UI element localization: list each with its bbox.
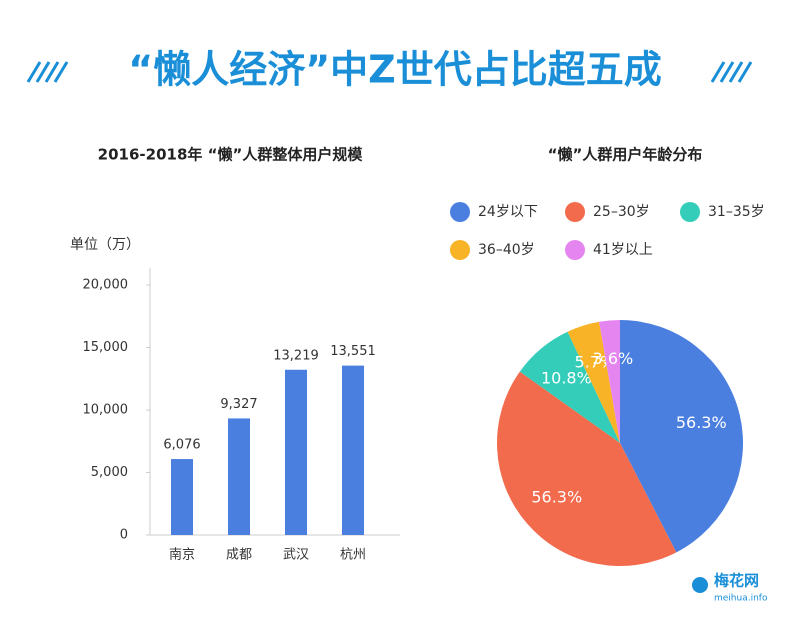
legend-label: 25–30岁 <box>593 204 650 220</box>
value-label: 56.3% <box>676 413 727 432</box>
title-decoration-left <box>26 61 69 83</box>
value-label: 6,076 <box>163 438 200 453</box>
bar <box>285 369 307 535</box>
chart-title: 2016-2018年 “懒”人群整体用户规模 <box>98 146 364 164</box>
legend-swatch <box>680 202 700 222</box>
bar <box>342 365 364 535</box>
pie-slice <box>567 321 620 443</box>
pie-slice <box>519 331 620 443</box>
y-tick-label: 15,000 <box>83 340 129 355</box>
legend-swatch <box>450 240 470 260</box>
x-tick-label: 武汉 <box>283 548 309 563</box>
y-tick-label: 0 <box>120 528 128 543</box>
title-decoration-right <box>710 61 753 83</box>
bar <box>228 418 250 535</box>
legend-label: 41岁以上 <box>593 242 653 258</box>
legend-label: 36–40岁 <box>478 242 535 258</box>
value-label: 13,219 <box>273 348 319 363</box>
x-tick-label: 成都 <box>226 548 252 563</box>
x-tick-label: 杭州 <box>340 548 366 563</box>
value-label: 56.3% <box>531 487 582 506</box>
logo-name: 梅花网 <box>714 572 759 590</box>
legend-label: 31–35岁 <box>708 204 765 220</box>
y-tick-label: 10,000 <box>83 403 129 418</box>
value-label: 3.6% <box>593 349 634 368</box>
value-label: 10.8% <box>541 368 592 387</box>
logo-url: meihua.info <box>714 594 768 604</box>
bar <box>171 459 193 535</box>
value-label: 9,327 <box>220 397 257 412</box>
chart-title: “懒”人群用户年龄分布 <box>548 146 703 164</box>
legend-swatch <box>565 240 585 260</box>
legend-label: 24岁以下 <box>478 204 538 220</box>
legend-swatch <box>450 202 470 222</box>
y-tick-label: 20,000 <box>83 278 129 293</box>
logo: 梅花网 meihua.info <box>692 572 768 604</box>
pie-slice <box>599 320 620 443</box>
pie-slice <box>496 371 677 567</box>
y-tick-label: 5,000 <box>91 465 128 480</box>
legend-swatch <box>565 202 585 222</box>
page-title: “懒人经济”中Z世代占比超五成 <box>128 48 662 92</box>
value-label: 5.7% <box>575 353 616 372</box>
pie-slice <box>620 320 744 553</box>
x-tick-label: 南京 <box>169 547 195 563</box>
value-label: 13,551 <box>330 344 376 359</box>
y-axis-label: 单位（万） <box>70 237 140 253</box>
